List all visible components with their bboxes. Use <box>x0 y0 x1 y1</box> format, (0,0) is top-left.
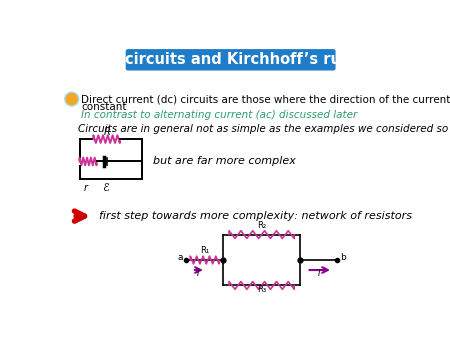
Text: In contrast to alternating current (ac) discussed later: In contrast to alternating current (ac) … <box>81 110 357 120</box>
Text: a: a <box>177 253 183 262</box>
Text: r: r <box>84 183 88 193</box>
Text: I: I <box>197 269 199 278</box>
Text: I: I <box>317 269 320 278</box>
Text: constant: constant <box>81 102 126 112</box>
Text: R: R <box>103 127 110 137</box>
Text: b: b <box>340 253 346 262</box>
Text: first step towards more complexity: network of resistors: first step towards more complexity: netw… <box>99 211 412 221</box>
Circle shape <box>66 94 77 104</box>
FancyBboxPatch shape <box>126 50 335 70</box>
Text: R₁: R₁ <box>200 246 209 255</box>
Text: DC circuits and Kirchhoff’s rules: DC circuits and Kirchhoff’s rules <box>97 52 365 67</box>
Circle shape <box>65 92 79 106</box>
Text: R₂: R₂ <box>257 221 266 230</box>
Text: Direct current (dc) circuits are those where the direction of the current is: Direct current (dc) circuits are those w… <box>81 94 450 104</box>
Text: R₃: R₃ <box>257 285 266 294</box>
Text: Circuits are in general not as simple as the examples we considered so far: Circuits are in general not as simple as… <box>78 124 450 134</box>
Text: ℰ: ℰ <box>103 183 109 193</box>
Text: but are far more complex: but are far more complex <box>153 156 296 166</box>
